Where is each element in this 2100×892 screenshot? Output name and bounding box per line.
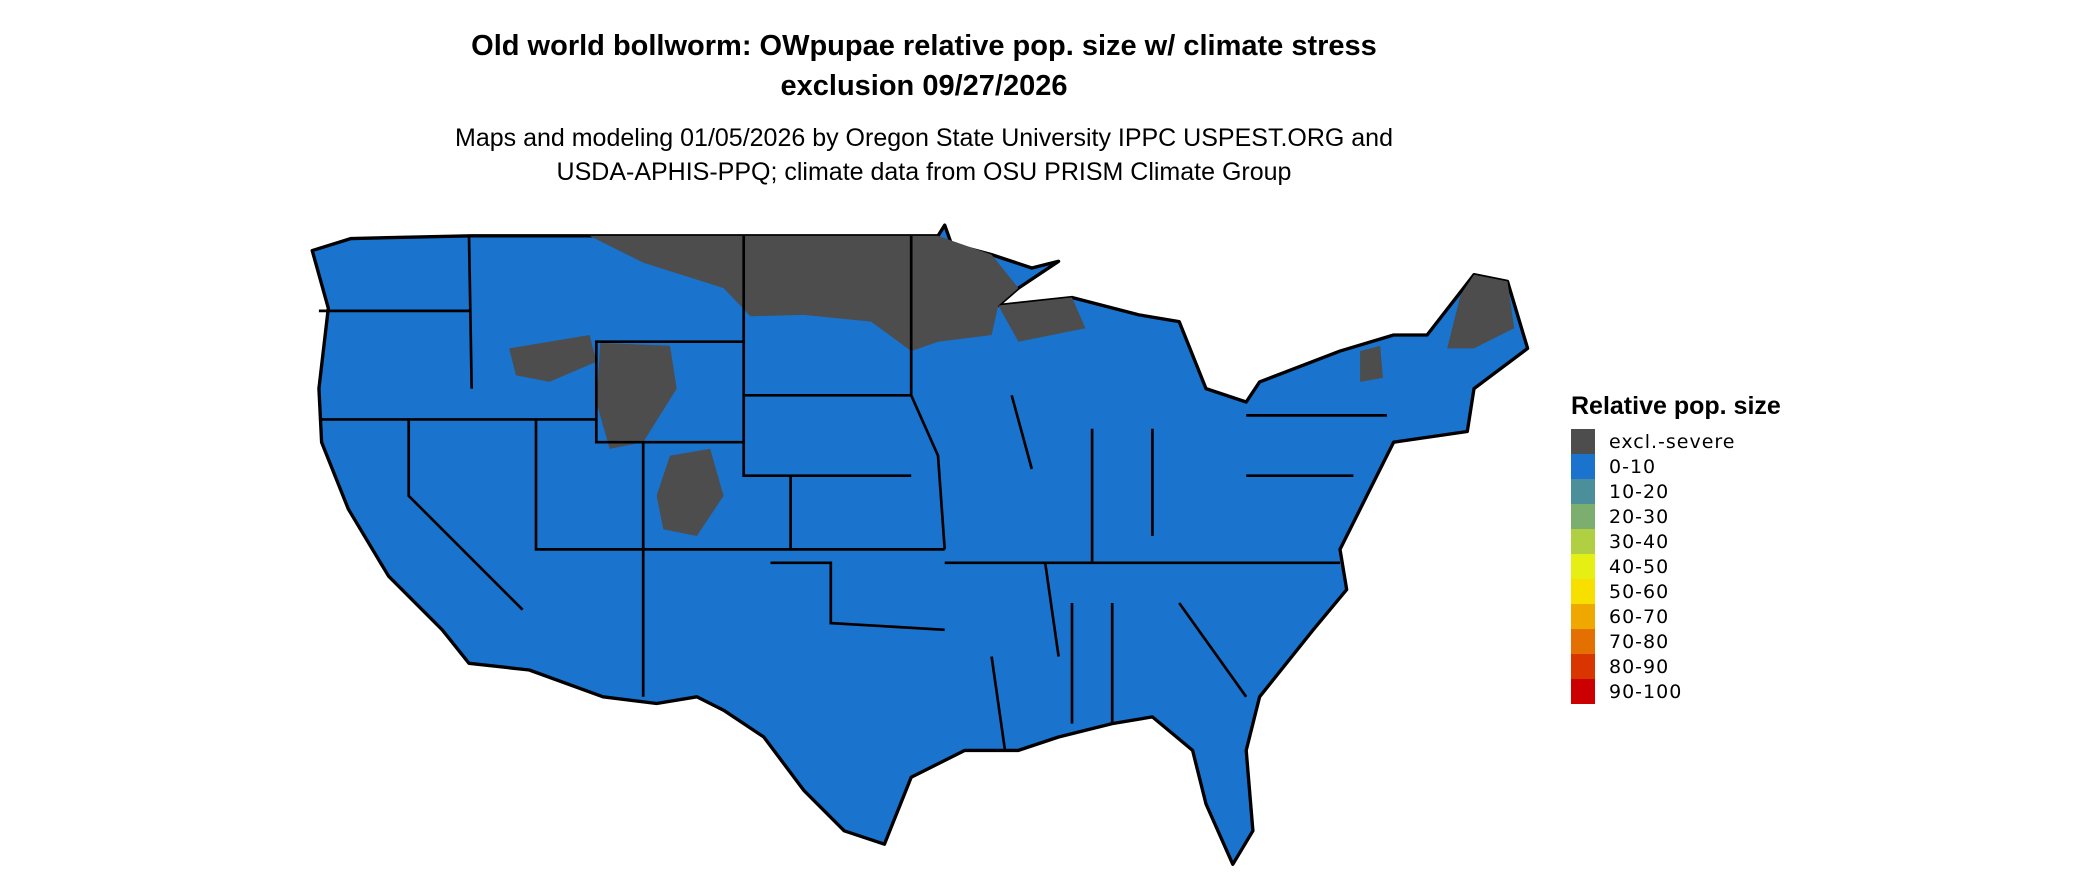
legend-item: 50-60 [1571,579,1781,604]
legend-item: 30-40 [1571,529,1781,554]
legend-label: 30-40 [1609,530,1670,553]
legend-swatch [1571,529,1595,554]
legend-item: 80-90 [1571,654,1781,679]
excluded-region-colorado [656,448,724,536]
legend-swatch [1571,579,1595,604]
legend: Relative pop. size excl.-severe 0-10 10-20… [1571,392,1781,704]
map-subtitle-line2: USDA-APHIS-PPQ; climate data from OSU PR… [556,158,1292,186]
legend-item: 20-30 [1571,504,1781,529]
state-borders [318,235,1387,751]
legend-swatch [1571,554,1595,579]
map-title-line2: exclusion 09/27/2026 [780,70,1068,102]
legend-swatch [1571,429,1595,454]
legend-label: 50-60 [1609,580,1670,603]
legend-title: Relative pop. size [1571,392,1781,420]
legend-label: 20-30 [1609,505,1670,528]
legend-swatch [1571,679,1595,704]
legend-item: 0-10 [1571,454,1781,479]
legend-label: 40-50 [1609,555,1670,578]
legend-label: 80-90 [1609,655,1670,678]
legend-label: excl.-severe [1609,430,1736,453]
legend-label: 70-80 [1609,630,1670,653]
legend-swatch [1571,604,1595,629]
legend-swatch [1571,654,1595,679]
excluded-region-upper-michigan [998,297,1086,342]
legend-swatch [1571,629,1595,654]
excluded-region-idaho [509,335,597,382]
legend-swatch [1571,479,1595,504]
legend-item: 60-70 [1571,604,1781,629]
excluded-region-wyoming [596,343,677,449]
excluded-region-adirondacks [1360,345,1383,382]
legend-item: 10-20 [1571,479,1781,504]
legend-swatch [1571,504,1595,529]
legend-label: 0-10 [1609,455,1657,478]
legend-item: 90-100 [1571,679,1781,704]
map-title: Old world bollworm: OWpupae relative pop… [471,30,1377,62]
legend-label: 10-20 [1609,480,1670,503]
excluded-region-maine [1447,274,1515,349]
legend-label: 90-100 [1609,680,1683,703]
map-subtitle: Maps and modeling 01/05/2026 by Oregon S… [455,124,1393,152]
legend-label: 60-70 [1609,605,1670,628]
legend-swatch [1571,454,1595,479]
legend-item: 40-50 [1571,554,1781,579]
legend-item: 70-80 [1571,629,1781,654]
legend-item: excl.-severe [1571,429,1781,454]
